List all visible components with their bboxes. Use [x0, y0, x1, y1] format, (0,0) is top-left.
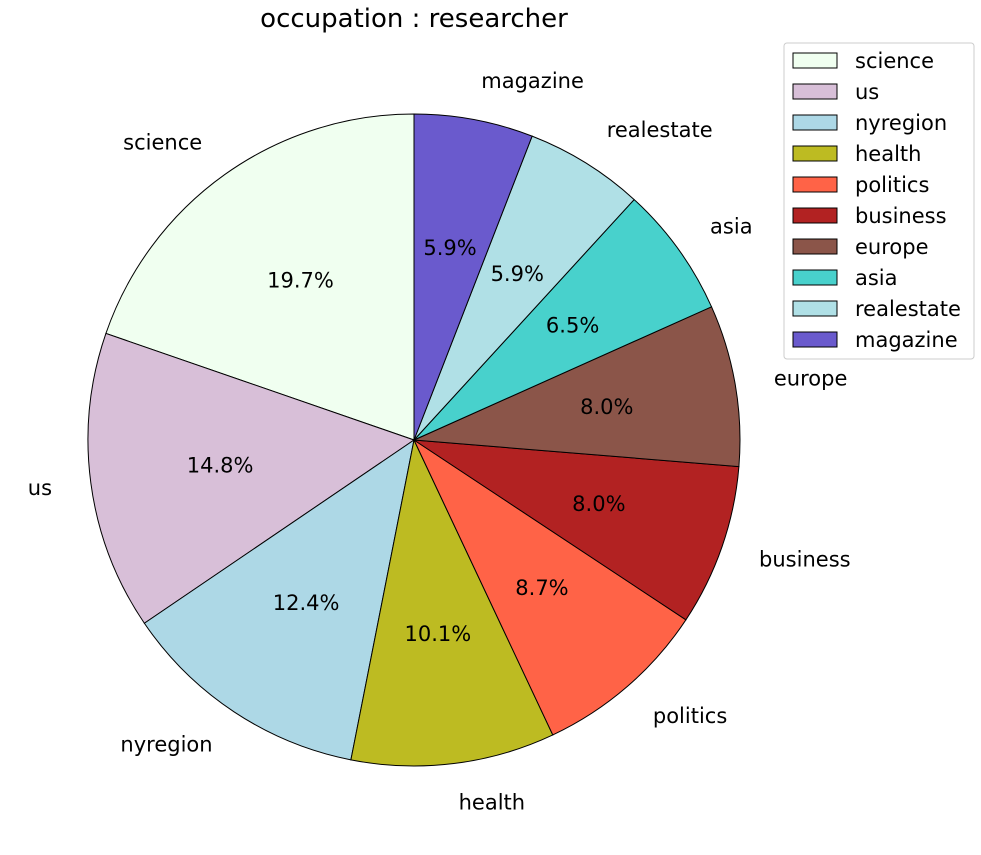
legend-label-realestate: realestate	[855, 297, 961, 321]
legend-swatch-realestate	[792, 300, 838, 317]
percent-labels: 19.7% 14.8% 12.4% 10.1% 8.7% 8.0% 8.0% 6.5% 5.9%…	[187, 236, 634, 646]
legend-label-asia: asia	[855, 266, 898, 290]
pie-slice-health	[350, 438, 554, 767]
slice-label-health: health	[459, 790, 525, 814]
slice-label-us: us	[28, 476, 52, 500]
slice-labels: science us nyregion health politics business e…	[28, 69, 851, 814]
legend-swatch-nyregion	[792, 114, 838, 131]
slice-percent-us: 14.8%	[187, 454, 254, 478]
slice-label-science: science	[123, 131, 202, 155]
pie-slice-europe	[413, 306, 741, 468]
slice-label-europe: europe	[774, 366, 848, 390]
slice-percent-asia: 6.5%	[546, 314, 599, 338]
slice-percent-health: 10.1%	[405, 622, 472, 646]
legend-label-science: science	[855, 49, 934, 73]
pie-slice-magazine	[413, 113, 533, 441]
pie-slice-politics	[412, 438, 687, 736]
slice-label-politics: politics	[653, 704, 727, 728]
pie-slice-asia	[413, 198, 713, 441]
pie-slice-business	[413, 439, 740, 621]
legend-label-health: health	[855, 142, 921, 166]
legend-label-politics: politics	[855, 173, 929, 197]
legend-label-europe: europe	[855, 235, 929, 259]
slice-label-magazine: magazine	[481, 69, 584, 93]
slice-percent-business: 8.0%	[572, 492, 625, 516]
pie-slice-realestate	[413, 135, 635, 441]
legend-swatch-magazine	[792, 331, 838, 348]
slice-label-nyregion: nyregion	[120, 733, 212, 757]
pie-slices	[87, 113, 741, 767]
slice-label-realestate: realestate	[607, 118, 713, 142]
legend-swatch-asia	[792, 269, 838, 286]
legend-swatch-business	[792, 207, 838, 224]
legend-label-business: business	[855, 204, 947, 228]
slice-percent-politics: 8.7%	[515, 576, 568, 600]
legend-swatch-science	[792, 52, 838, 69]
slice-percent-science: 19.7%	[267, 269, 334, 293]
pie-slice-science	[105, 113, 415, 441]
slice-percent-nyregion: 12.4%	[273, 591, 340, 615]
legend-swatch-europe	[792, 238, 838, 255]
legend-swatch-us	[792, 83, 838, 100]
slice-percent-realestate: 5.9%	[491, 262, 544, 286]
pie-slice-us	[87, 332, 416, 624]
legend: science us nyregion health politics business e…	[783, 42, 975, 360]
legend-swatch-health	[792, 145, 838, 162]
legend-label-us: us	[855, 80, 879, 104]
pie-slice-nyregion	[143, 438, 415, 761]
legend-label-magazine: magazine	[855, 328, 958, 352]
slice-label-business: business	[759, 547, 851, 571]
chart-title: occupation : researcher	[260, 4, 568, 34]
slice-percent-magazine: 5.9%	[423, 236, 476, 260]
legend-label-nyregion: nyregion	[855, 111, 947, 135]
slice-label-asia: asia	[710, 214, 753, 238]
slice-percent-europe: 8.0%	[580, 395, 633, 419]
legend-swatch-politics	[792, 176, 838, 193]
